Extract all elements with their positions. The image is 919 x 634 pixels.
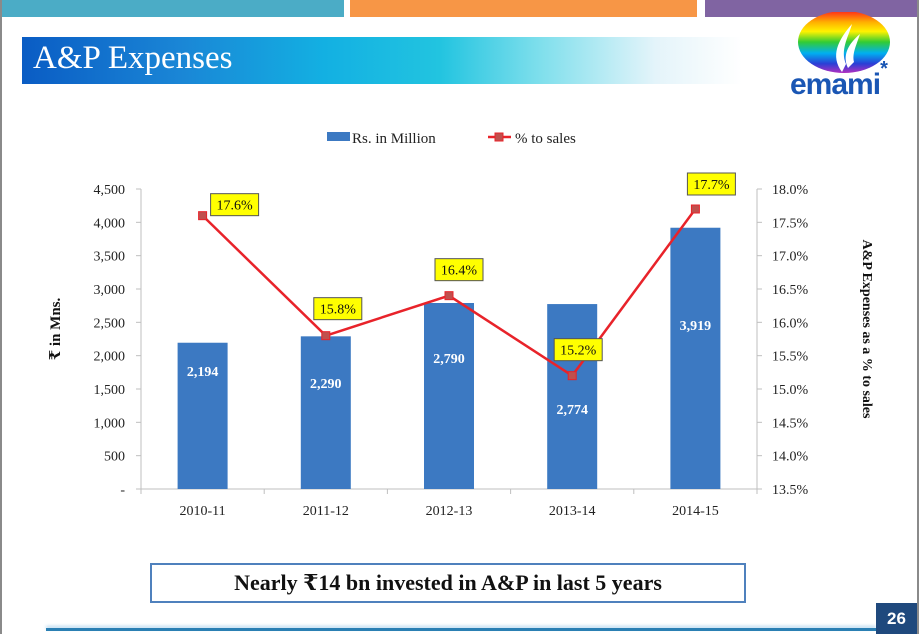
line-marker — [444, 291, 454, 301]
bar-data-label: 2,194 — [187, 365, 219, 380]
left-axis-ticks: - 500 1,000 1,500 2,000 2,500 3,000 3,500 4,000 4… — [94, 183, 141, 498]
line-marker — [198, 211, 208, 221]
x-axis-tick-label: 2010-11 — [180, 504, 226, 519]
right-axis-tick-label: 14.0% — [772, 450, 809, 465]
left-axis-tick-label: 2,000 — [94, 350, 126, 365]
legend-swatch-bar — [327, 132, 350, 141]
line-data-label-box — [553, 338, 603, 362]
bar — [547, 304, 598, 489]
line-marker — [690, 204, 700, 214]
bar-data-label: 2,790 — [433, 352, 465, 367]
left-axis-tick-label: 3,000 — [94, 283, 126, 298]
x-axis-tick-label: 2011-12 — [303, 504, 349, 519]
bar — [300, 336, 351, 489]
right-axis-tick-label: 18.0% — [772, 183, 809, 198]
page-number: 26 — [876, 603, 917, 634]
logo-wordmark: emami — [790, 68, 881, 101]
right-axis-tick-label: 13.5% — [772, 483, 809, 498]
line-data-label-box — [313, 297, 363, 321]
left-axis-title: ₹ in Mns. — [48, 297, 64, 360]
bar — [670, 227, 721, 489]
logo-asterisk: * — [880, 58, 888, 80]
right-axis-tick-label: 16.0% — [772, 316, 809, 331]
right-axis-tick-label: 16.5% — [772, 283, 809, 298]
top-accent-bar-teal — [2, 0, 344, 17]
line-data-label-box — [434, 258, 484, 282]
bar — [177, 342, 228, 489]
top-accent-bar-purple — [705, 0, 917, 17]
emami-logo-icon — [798, 12, 890, 73]
line-series: 17.6% 15.8% 16.4% 15.2% 17.7% — [198, 172, 736, 381]
footer-line — [46, 628, 876, 631]
x-axis-tick-label: 2013-14 — [549, 504, 596, 519]
bar-data-label: 3,919 — [680, 319, 712, 334]
top-accent-bar-orange — [350, 0, 697, 17]
bar-data-label: 2,290 — [310, 377, 342, 392]
legend-label-line: % to sales — [515, 131, 576, 147]
x-axis-tick-label: 2014-15 — [672, 504, 719, 519]
right-axis-tick-label: 15.0% — [772, 383, 809, 398]
left-axis-tick-label: 4,000 — [94, 216, 126, 231]
x-axis-ticks: 2010-11 2011-12 2012-13 2013-14 2014-15 — [140, 489, 758, 519]
x-axis-tick-label: 2012-13 — [426, 504, 473, 519]
left-axis-tick-label: 4,500 — [94, 183, 126, 198]
legend-label-bar: Rs. in Million — [352, 131, 436, 147]
bar-data-label: 2,774 — [556, 403, 588, 418]
bar — [424, 303, 474, 489]
line-data-label: 17.6% — [217, 199, 254, 214]
line-data-label: 17.7% — [693, 178, 730, 193]
left-axis-tick-label: 500 — [104, 450, 125, 465]
title-banner — [22, 37, 742, 84]
line-data-label: 15.2% — [560, 344, 597, 359]
bar-series: 2,194 2,290 2,790 2,774 3,919 — [177, 227, 721, 489]
page-title: A&P Expenses — [33, 40, 233, 76]
legend: Rs. in Million % to sales — [327, 131, 576, 147]
left-axis-tick-label: 3,500 — [94, 250, 126, 265]
right-axis-tick-label: 17.0% — [772, 250, 809, 265]
right-axis-tick-label: 17.5% — [772, 216, 809, 231]
line-marker — [321, 331, 331, 341]
summary-callout: Nearly ₹14 bn invested in A&P in last 5 … — [150, 563, 746, 603]
right-axis-ticks: 13.5% 14.0% 14.5% 15.0% 15.5% 16.0% 16.5% 17.0%… — [757, 183, 809, 498]
left-axis-tick-label: 2,500 — [94, 316, 126, 331]
right-axis-tick-label: 15.5% — [772, 350, 809, 365]
slide-frame-left — [0, 0, 2, 634]
slide-frame-right — [917, 0, 919, 634]
line-data-label-box — [686, 172, 736, 196]
line-data-label: 16.4% — [441, 264, 478, 279]
line-data-label: 15.8% — [320, 303, 357, 318]
legend-swatch-marker — [494, 132, 504, 142]
left-axis-tick-label: 1,000 — [94, 416, 126, 431]
line-data-label-box — [210, 193, 260, 217]
left-axis-tick-label: - — [120, 483, 125, 498]
left-axis-tick-label: 1,500 — [94, 383, 126, 398]
emami-logo-text: emami* — [790, 58, 910, 102]
line-marker — [567, 371, 577, 381]
right-axis-tick-label: 14.5% — [772, 416, 809, 431]
right-axis-title: A&P Expenses as a % to sales — [859, 240, 874, 419]
